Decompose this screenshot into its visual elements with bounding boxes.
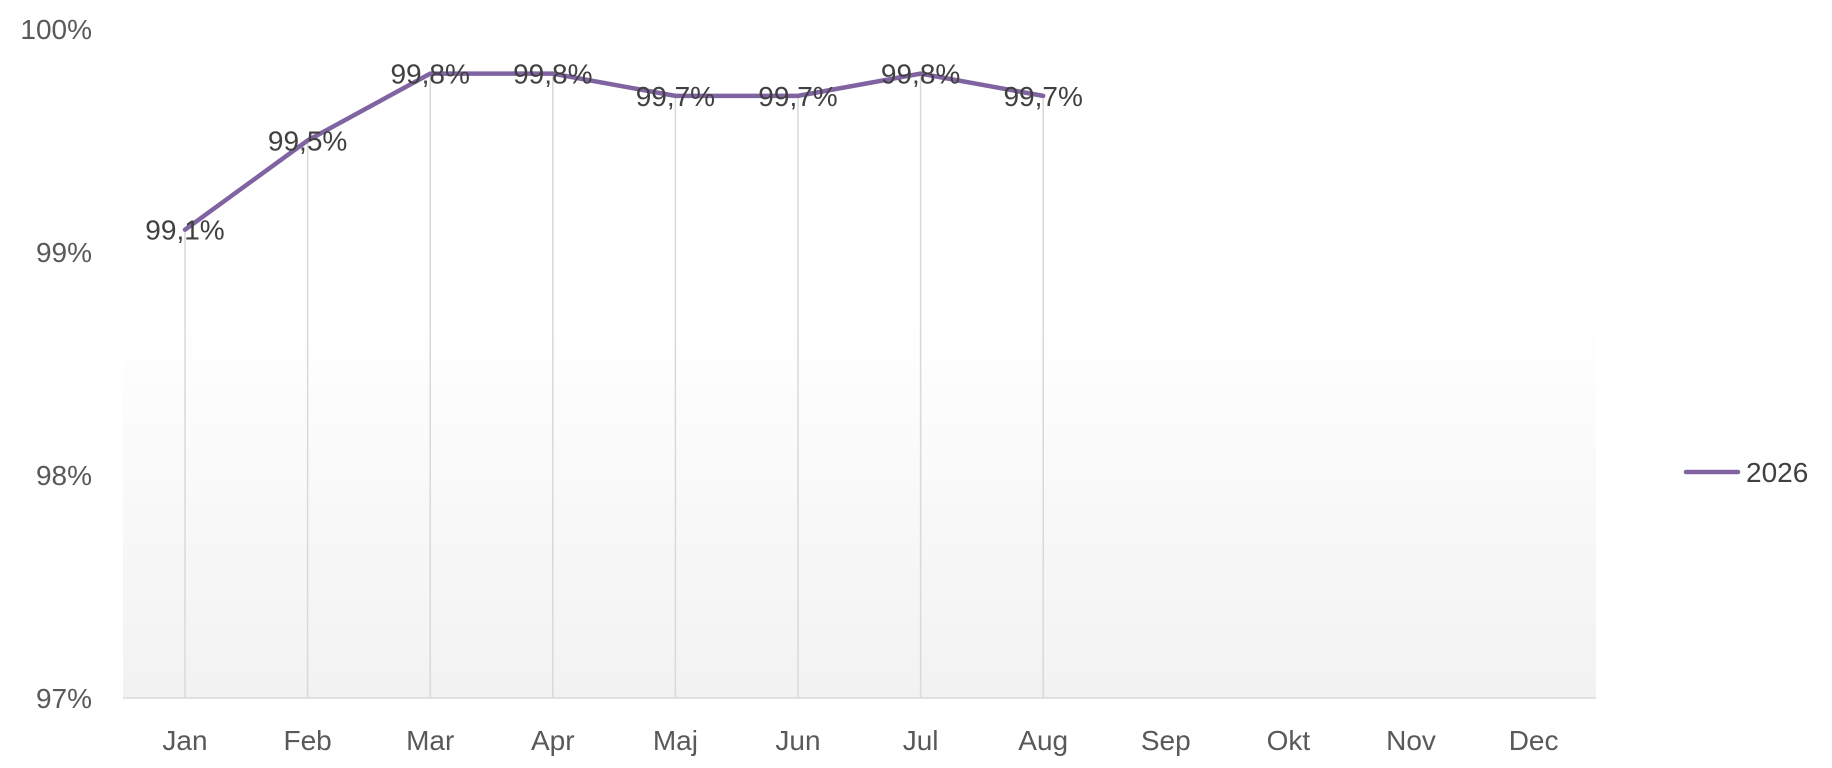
data-label: 99,7% — [636, 81, 715, 112]
x-tick-label: Nov — [1386, 725, 1436, 756]
data-point — [673, 94, 677, 98]
x-tick-label: Jun — [775, 725, 820, 756]
x-axis: Jan Feb Mar Apr Maj Jun Jul Aug Sep Okt Nov Dec — [162, 725, 1558, 756]
x-tick-label: Okt — [1267, 725, 1311, 756]
x-tick-label: Feb — [283, 725, 331, 756]
legend: 2026 — [1683, 457, 1808, 488]
y-tick-label: 98% — [36, 460, 92, 491]
x-tick-label: Mar — [406, 725, 454, 756]
x-tick-label: Maj — [653, 725, 698, 756]
data-point — [428, 72, 432, 76]
x-tick-label: Jul — [903, 725, 939, 756]
y-tick-label: 99% — [36, 237, 92, 268]
data-label: 99,7% — [1003, 81, 1082, 112]
x-tick-label: Jan — [162, 725, 207, 756]
x-tick-label: Apr — [531, 725, 575, 756]
x-tick-label: Sep — [1141, 725, 1191, 756]
data-point — [183, 228, 187, 232]
data-label: 99,8% — [513, 59, 592, 90]
x-tick-label: Aug — [1018, 725, 1068, 756]
data-label: 99,7% — [758, 81, 837, 112]
data-point — [796, 94, 800, 98]
data-label: 99,8% — [881, 59, 960, 90]
legend-label: 2026 — [1746, 457, 1808, 488]
y-axis: 97% 98% 99% 100% — [20, 14, 92, 714]
data-point — [551, 72, 555, 76]
x-tick-label: Dec — [1509, 725, 1559, 756]
y-tick-label: 100% — [20, 14, 92, 45]
y-tick-label: 97% — [36, 683, 92, 714]
drop-lines — [184, 73, 1044, 698]
series-line — [182, 71, 1046, 232]
data-point — [919, 72, 923, 76]
series-group — [182, 71, 1046, 232]
data-labels: 99,1% 99,5% 99,8% 99,8% 99,7% 99,7% 99,8% 99,7% — [145, 59, 1083, 246]
data-label: 99,5% — [268, 126, 347, 157]
data-point — [1041, 94, 1045, 98]
data-label: 99,1% — [145, 215, 224, 246]
plot-area — [123, 189, 1596, 698]
data-label: 99,8% — [390, 59, 469, 90]
data-point — [306, 139, 310, 142]
